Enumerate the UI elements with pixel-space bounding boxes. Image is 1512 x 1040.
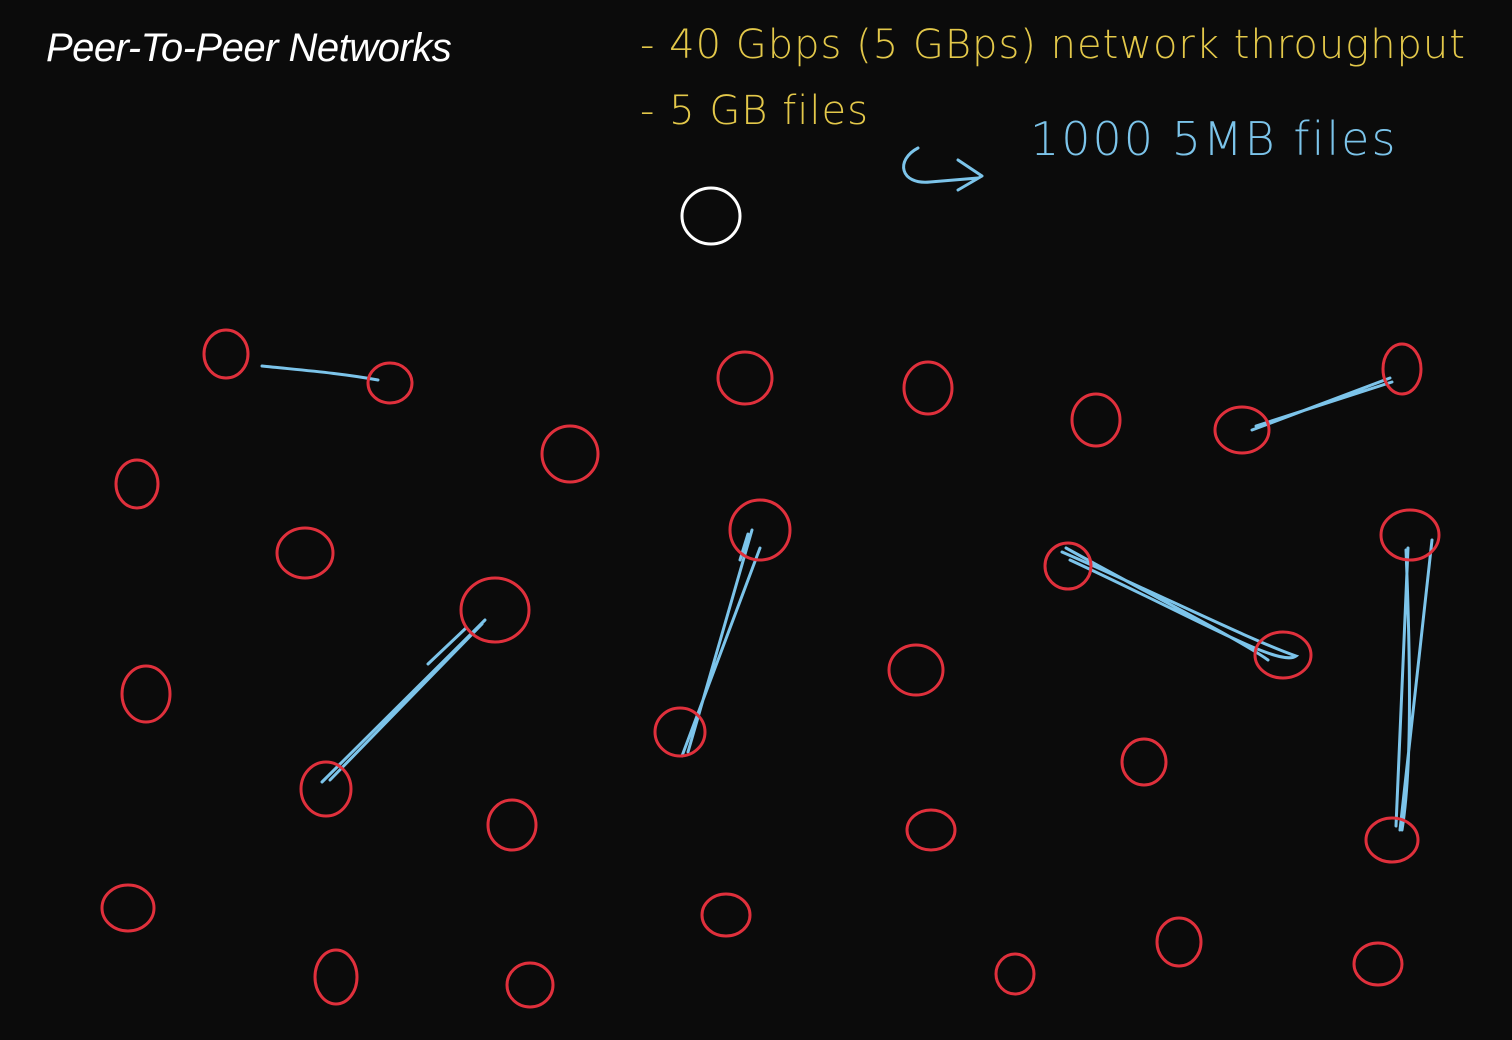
peer-node: [728, 498, 792, 562]
file-split-note: 1000 5MB files: [1030, 112, 1398, 166]
peer-connections: [260, 364, 1434, 832]
peer-node: [887, 643, 945, 697]
file-size-note: - 5 GB files: [640, 88, 869, 134]
peer-node: [459, 576, 531, 644]
peer-node: [700, 892, 752, 938]
peer-node: [100, 883, 156, 933]
peer-node: [275, 526, 335, 580]
split-arrow: [902, 146, 984, 192]
peer-node: [366, 361, 414, 405]
connection-line: [260, 364, 380, 382]
connection-line: [1394, 538, 1434, 832]
throughput-note: - 40 Gbps (5 GBps) network throughput: [640, 22, 1466, 68]
peer-node: [1120, 737, 1168, 787]
peer-node: [905, 808, 957, 852]
peer-node: [1364, 816, 1420, 864]
peer-node: [716, 350, 774, 406]
peer-node: [202, 328, 250, 380]
peer-node: [653, 706, 707, 758]
peer-nodes: [100, 328, 1441, 1009]
peer-node: [994, 952, 1036, 996]
peer-node: [1352, 941, 1404, 987]
peer-node: [299, 760, 353, 818]
peer-node: [1381, 342, 1423, 396]
peer-node: [114, 458, 160, 510]
connection-line: [1250, 376, 1394, 432]
peer-node: [1213, 405, 1271, 455]
peer-node: [120, 664, 172, 724]
peer-node: [1070, 392, 1122, 448]
peer-node: [1043, 541, 1093, 591]
connection-line: [1060, 546, 1300, 662]
peer-node: [486, 798, 538, 852]
peer-node: [540, 424, 600, 484]
peer-node: [1253, 630, 1313, 680]
peer-node: [313, 948, 359, 1006]
peer-node: [505, 961, 555, 1009]
source-node: [680, 186, 742, 246]
peer-node: [1379, 508, 1441, 562]
connection-line: [680, 528, 762, 758]
connection-line: [320, 618, 487, 784]
page-title: Peer-To-Peer Networks: [46, 26, 452, 70]
peer-node: [902, 360, 954, 416]
peer-node: [1155, 916, 1203, 968]
